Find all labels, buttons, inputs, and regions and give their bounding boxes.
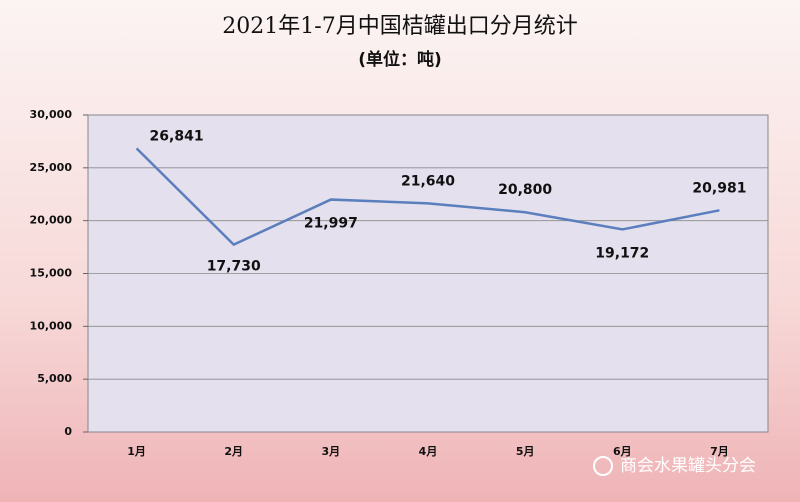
data-label: 26,841 — [150, 128, 204, 144]
wechat-icon — [593, 456, 613, 476]
watermark: 商会水果罐头分会 — [620, 456, 756, 476]
x-tick-label: 5月 — [516, 445, 535, 458]
y-tick-label: 25,000 — [30, 161, 73, 174]
x-tick-label: 7月 — [710, 445, 729, 458]
data-label: 17,730 — [207, 259, 261, 275]
y-tick-label: 20,000 — [30, 214, 73, 227]
data-label: 21,640 — [401, 173, 455, 189]
x-tick-label: 1月 — [127, 445, 146, 458]
y-tick-label: 30,000 — [30, 108, 73, 121]
x-tick-label: 4月 — [419, 445, 438, 458]
y-tick-label: 5,000 — [37, 372, 72, 385]
x-tick-label: 2月 — [224, 445, 243, 458]
x-tick-label: 6月 — [613, 445, 632, 458]
data-label: 21,997 — [304, 216, 358, 232]
data-label: 20,981 — [692, 180, 746, 196]
y-tick-label: 10,000 — [30, 319, 73, 332]
chart-title: 2021年1-7月中国桔罐出口分月统计 — [222, 14, 577, 39]
chart-subtitle: (单位：吨) — [358, 49, 442, 70]
data-line — [135, 147, 720, 247]
x-tick-label: 3月 — [322, 445, 341, 458]
data-label: 19,172 — [595, 245, 649, 261]
y-tick-label: 15,000 — [30, 267, 73, 280]
y-tick-label: 0 — [64, 425, 72, 438]
data-label: 20,800 — [498, 182, 552, 198]
